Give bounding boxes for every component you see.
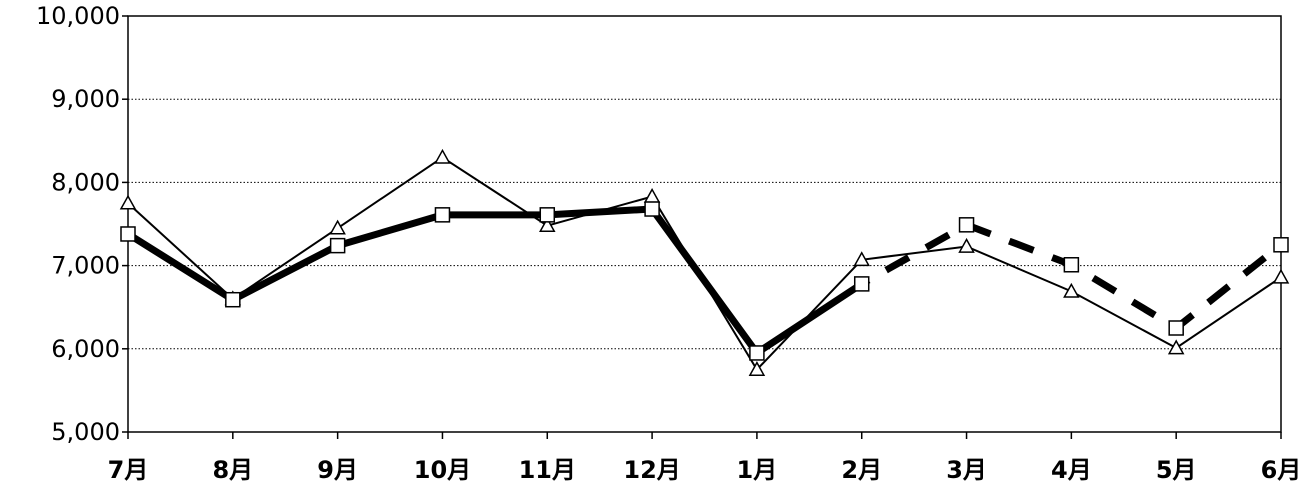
triangle-marker (538, 217, 556, 233)
x-tick-label: 9月 (317, 456, 358, 484)
series-group (119, 148, 1290, 376)
square-marker (120, 226, 136, 242)
y-tick-label: 7,000 (51, 252, 120, 280)
y-axis-ticks: 5,000 6,000 7,000 8,000 9,000 10,000 (36, 2, 128, 446)
square-marker (434, 207, 451, 223)
square-marker (958, 217, 975, 233)
triangle-marker (853, 251, 871, 267)
triangle-marker (329, 219, 346, 235)
square-marker (1168, 320, 1184, 336)
square-marker (539, 207, 556, 223)
series-line-square-solid (126, 205, 864, 357)
x-tick-label: 7月 (108, 456, 149, 484)
triangle-marker (1272, 268, 1290, 284)
square-marker (1273, 237, 1289, 253)
x-tick-label: 4月 (1051, 456, 1092, 484)
x-tick-label: 2月 (841, 456, 882, 484)
y-tick-label: 6,000 (51, 335, 120, 363)
y-tick-label: 5,000 (51, 418, 120, 446)
triangle-marker (119, 194, 137, 210)
x-axis-ticks: 7月 8月 9月 10月 11月 12月 1月 2月 3月 4月 5月 6月 (108, 432, 1301, 484)
x-tick-label: 5月 (1156, 456, 1197, 484)
square-marker (853, 276, 870, 292)
x-tick-label: 10月 (414, 456, 471, 484)
axes (127, 15, 1282, 433)
x-tick-label: 6月 (1261, 456, 1301, 484)
triangle-marker (958, 237, 975, 253)
y-tick-label: 8,000 (51, 168, 120, 196)
y-tick-label: 9,000 (51, 85, 120, 113)
triangle-marker (748, 361, 766, 376)
triangle-marker (434, 148, 451, 164)
x-tick-label: 12月 (623, 456, 680, 484)
x-tick-label: 1月 (737, 456, 778, 484)
square-marker (329, 237, 346, 254)
triangle-marker (1167, 339, 1185, 355)
square-marker (225, 291, 241, 308)
square-marker (644, 201, 660, 217)
square-marker (1063, 257, 1080, 273)
x-tick-label: 11月 (519, 456, 576, 484)
triangle-marker (1063, 282, 1080, 298)
x-tick-label: 8月 (212, 456, 253, 484)
plot-frame (127, 15, 1282, 433)
x-tick-label: 3月 (946, 456, 987, 484)
triangle-marker (643, 187, 661, 203)
square-marker (749, 345, 765, 361)
y-tick-label: 10,000 (36, 2, 120, 30)
series-line-square-dashed (860, 220, 1284, 333)
